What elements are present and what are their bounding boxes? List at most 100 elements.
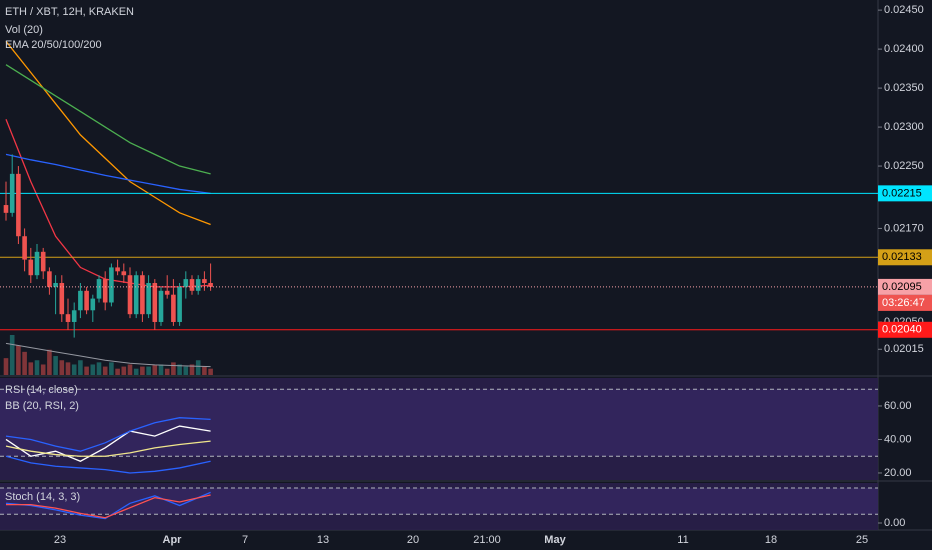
candle-body bbox=[158, 290, 164, 322]
countdown-box bbox=[878, 294, 932, 311]
candle-body bbox=[146, 283, 151, 315]
level-price-box bbox=[878, 321, 932, 338]
candle-body bbox=[121, 271, 127, 276]
volume-bar bbox=[84, 366, 89, 375]
candle-body bbox=[96, 279, 102, 299]
candle-body bbox=[59, 283, 65, 315]
volume-bar bbox=[47, 349, 52, 375]
x-tick-label: May bbox=[544, 534, 566, 546]
candle-body bbox=[183, 279, 189, 287]
volume-bar bbox=[109, 362, 114, 375]
y-tick-label: 0.02400 bbox=[884, 43, 924, 55]
volume-bar bbox=[16, 345, 21, 375]
candle-body bbox=[3, 205, 9, 213]
y-tick-label: 0.02300 bbox=[884, 121, 924, 133]
volume-bar bbox=[22, 351, 27, 375]
volume-bar bbox=[189, 364, 195, 375]
x-tick-label: 25 bbox=[856, 534, 868, 546]
ema-line bbox=[5, 153, 211, 194]
ema-label: EMA 20/50/100/200 bbox=[5, 39, 102, 51]
candle-body bbox=[53, 283, 58, 287]
indicator-line bbox=[5, 440, 211, 457]
indicator-line bbox=[5, 425, 211, 462]
candle-body bbox=[152, 283, 158, 322]
candle-body bbox=[208, 283, 213, 287]
candle-body bbox=[40, 251, 46, 272]
volume-ma bbox=[5, 342, 211, 368]
candle-body bbox=[109, 267, 114, 303]
level-price-label: 0.02040 bbox=[882, 324, 922, 336]
volume-bar bbox=[28, 362, 34, 375]
volume-bar bbox=[171, 362, 176, 375]
volume-bar bbox=[115, 368, 120, 375]
x-tick-label: 18 bbox=[765, 534, 777, 546]
volume-bar bbox=[146, 366, 151, 375]
indicator-line bbox=[5, 455, 211, 474]
volume-bar bbox=[71, 364, 77, 375]
symbol-title: ETH / XBT, 12H, KRAKEN bbox=[5, 6, 134, 18]
volume-bar bbox=[53, 356, 58, 375]
ema-line bbox=[5, 40, 211, 226]
y-tick-label: 0.02450 bbox=[884, 4, 924, 16]
indicator-line bbox=[5, 417, 211, 452]
y-tick-label: 0.02350 bbox=[884, 82, 924, 94]
volume-bar bbox=[121, 366, 127, 375]
countdown: 03:26:47 bbox=[882, 297, 925, 309]
candle-body bbox=[34, 251, 40, 276]
volume-bar bbox=[164, 368, 170, 375]
y-tick-label: 0.00 bbox=[884, 517, 905, 529]
volume-bar bbox=[183, 366, 189, 375]
candle-body bbox=[84, 290, 89, 311]
stoch-title: Stoch (14, 3, 3) bbox=[5, 491, 80, 503]
volume-bar bbox=[152, 364, 158, 375]
candle-body bbox=[171, 294, 176, 322]
candle-body bbox=[28, 259, 34, 276]
x-tick-label: 7 bbox=[242, 534, 248, 546]
y-tick-label: 0.02250 bbox=[884, 160, 924, 172]
bb-label: BB (20, RSI, 2) bbox=[5, 400, 79, 412]
x-tick-label: 13 bbox=[317, 534, 329, 546]
x-tick-label: 21:00 bbox=[473, 534, 501, 546]
ema-line bbox=[5, 64, 211, 175]
rsi-title: RSI (14, close) bbox=[5, 384, 78, 396]
x-tick-label: 11 bbox=[677, 534, 688, 546]
x-tick-label: 20 bbox=[407, 534, 419, 546]
candle-body bbox=[16, 173, 21, 237]
candle-body bbox=[202, 279, 207, 284]
volume-bar bbox=[133, 368, 139, 375]
volume-bar bbox=[140, 366, 145, 375]
candle-body bbox=[127, 275, 133, 315]
candle-body bbox=[133, 275, 139, 315]
candle-body bbox=[65, 314, 71, 322]
indicator-band-inner bbox=[0, 389, 878, 457]
candle-body bbox=[140, 275, 145, 315]
candle-body bbox=[195, 279, 201, 291]
volume-bar bbox=[177, 364, 182, 375]
candle-body bbox=[78, 290, 83, 311]
candle-body bbox=[71, 310, 77, 322]
volume-label: Vol (20) bbox=[5, 24, 43, 36]
volume-bar bbox=[102, 366, 108, 375]
candle-body bbox=[22, 236, 27, 260]
volume-bar bbox=[3, 358, 9, 375]
volume-bar bbox=[65, 362, 71, 375]
candle-body bbox=[177, 286, 182, 322]
last-price-box bbox=[878, 278, 932, 295]
x-tick-label: 23 bbox=[54, 534, 66, 546]
volume-bar bbox=[208, 368, 213, 375]
x-tick-label: Apr bbox=[163, 534, 183, 546]
y-tick-label: 0.02015 bbox=[884, 343, 924, 355]
volume-bar bbox=[59, 360, 65, 375]
y-tick-label: 60.00 bbox=[884, 400, 912, 412]
volume-bar bbox=[34, 360, 40, 375]
y-tick-label: 40.00 bbox=[884, 433, 912, 445]
volume-bar bbox=[90, 364, 96, 375]
indicator-line bbox=[6, 494, 211, 519]
volume-bar bbox=[9, 335, 15, 375]
level-price-label: 0.02133 bbox=[882, 251, 922, 263]
candle-body bbox=[189, 279, 195, 291]
volume-bar bbox=[158, 364, 164, 375]
volume-bar bbox=[195, 360, 201, 375]
volume-bar bbox=[40, 364, 46, 375]
